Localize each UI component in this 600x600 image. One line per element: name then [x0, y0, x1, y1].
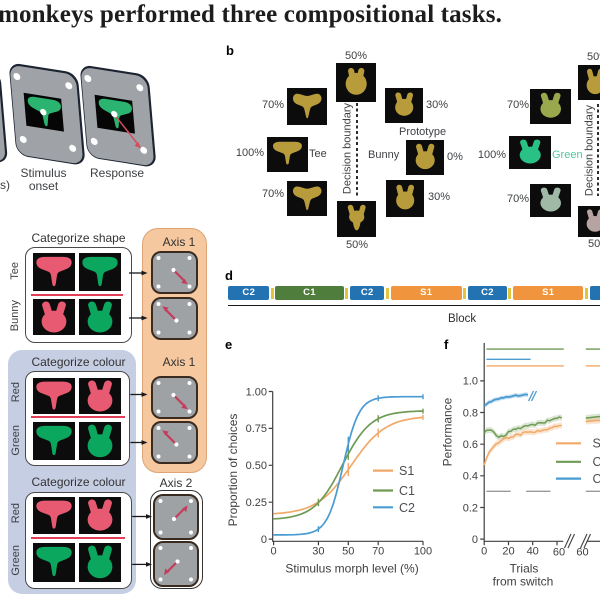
- svg-text:S1: S1: [399, 464, 414, 478]
- svg-text:40: 40: [527, 546, 539, 558]
- svg-text:C2: C2: [399, 501, 415, 515]
- svg-text:1.0: 1.0: [463, 376, 478, 388]
- svg-text:0.2: 0.2: [463, 502, 478, 514]
- svg-text:0: 0: [261, 534, 267, 546]
- svg-text:Performance: Performance: [441, 397, 455, 466]
- svg-text:0.4: 0.4: [463, 471, 478, 483]
- svg-text:60: 60: [553, 547, 565, 559]
- svg-text:Trials: Trials: [510, 562, 539, 576]
- svg-text:C2: C2: [593, 472, 600, 486]
- svg-text:S1: S1: [593, 437, 600, 451]
- svg-text:from switch: from switch: [493, 575, 554, 589]
- svg-text:100: 100: [414, 546, 432, 558]
- svg-text:30: 30: [312, 546, 324, 558]
- svg-text:0: 0: [481, 546, 487, 558]
- svg-text:0.75: 0.75: [246, 423, 267, 435]
- svg-text:0: 0: [472, 534, 478, 546]
- svg-text:Stimulus morph level (%): Stimulus morph level (%): [285, 562, 418, 576]
- svg-text:0.50: 0.50: [246, 460, 267, 472]
- svg-text:60: 60: [576, 547, 588, 559]
- svg-text:0.8: 0.8: [463, 407, 478, 419]
- svg-text:50: 50: [342, 546, 354, 558]
- svg-text:0: 0: [271, 546, 277, 558]
- svg-text:70: 70: [372, 546, 384, 558]
- svg-text:Proportion of choices: Proportion of choices: [226, 414, 240, 527]
- svg-text:1.00: 1.00: [246, 386, 267, 398]
- svg-text:0.25: 0.25: [246, 497, 267, 509]
- svg-text:0.6: 0.6: [463, 439, 478, 451]
- svg-text:C1: C1: [399, 484, 415, 498]
- svg-text:C1: C1: [593, 455, 600, 469]
- svg-text:20: 20: [502, 546, 514, 558]
